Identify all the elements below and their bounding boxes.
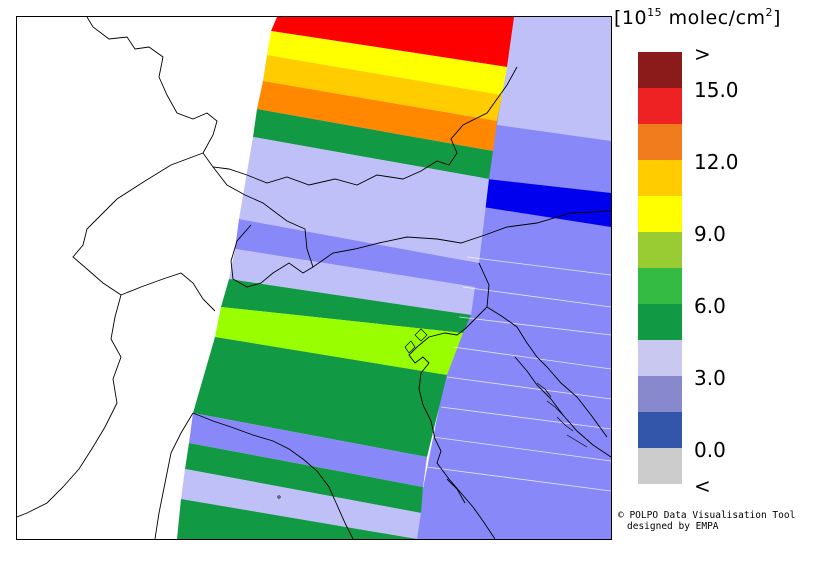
unit-label: [1015 molec/cm2] [614,6,781,29]
swath-right-band-a [491,141,611,167]
band-yellow [267,31,507,95]
map-panel[interactable] [16,16,612,540]
unit-label-exponent: 15 [647,6,663,19]
legend-swatch [638,52,682,88]
credit-line-2: designed by EMPA [627,521,719,532]
legend-label-below: < [694,474,711,498]
legend-swatch [638,196,682,232]
legend-swatch [638,232,682,268]
legend-swatch [638,340,682,376]
band-green-5 [177,499,417,539]
band-green-1 [253,109,493,179]
legend-label-9: 9.0 [694,222,726,246]
legend-swatch [638,88,682,124]
legend-label-12: 12.0 [694,150,739,174]
color-legend [638,52,682,484]
band-green-4 [185,443,423,513]
legend-swatch [638,304,682,340]
band-orange [257,81,497,151]
legend-labels: > 15.0 12.0 9.0 6.0 3.0 0.0 < [694,42,804,502]
band-lime [215,307,463,375]
credit-text: © POLPO Data Visualisation Tool designed… [618,510,795,532]
band-green-3 [193,337,447,457]
legend-label-15: 15.0 [694,78,739,102]
map-canvas[interactable] [17,17,611,539]
band-red [271,17,514,67]
unit-label-unit: molec/cm [662,7,766,29]
unit-label-prefix: [10 [614,7,648,29]
legend-swatch [638,268,682,304]
legend-swatch [638,448,682,484]
islands [277,328,588,499]
band-lavender-2 [229,249,475,315]
scanlines [426,256,611,492]
legend-label-above: > [694,42,711,66]
band-amber [263,55,502,121]
legend-label-6: 6.0 [694,294,726,318]
borders [17,17,611,539]
legend-swatch [638,124,682,160]
band-periwinkle-2 [189,413,427,487]
unit-label-area-exponent: 2 [765,6,774,19]
credit-line-1: © POLPO Data Visualisation Tool [618,510,796,521]
band-green-2 [221,279,471,333]
legend-swatch [638,160,682,196]
band-periwinkle-1 [235,219,479,287]
band-lavender-3 [181,469,421,539]
legend-label-0: 0.0 [694,438,726,462]
legend-swatch [638,376,682,412]
swath-right-light-top [497,17,611,141]
legend-swatch [638,412,682,448]
swath-right-blue-band [483,179,611,227]
band-lavender-1 [239,137,489,263]
unit-label-close: ] [773,7,781,29]
legend-label-3: 3.0 [694,366,726,390]
